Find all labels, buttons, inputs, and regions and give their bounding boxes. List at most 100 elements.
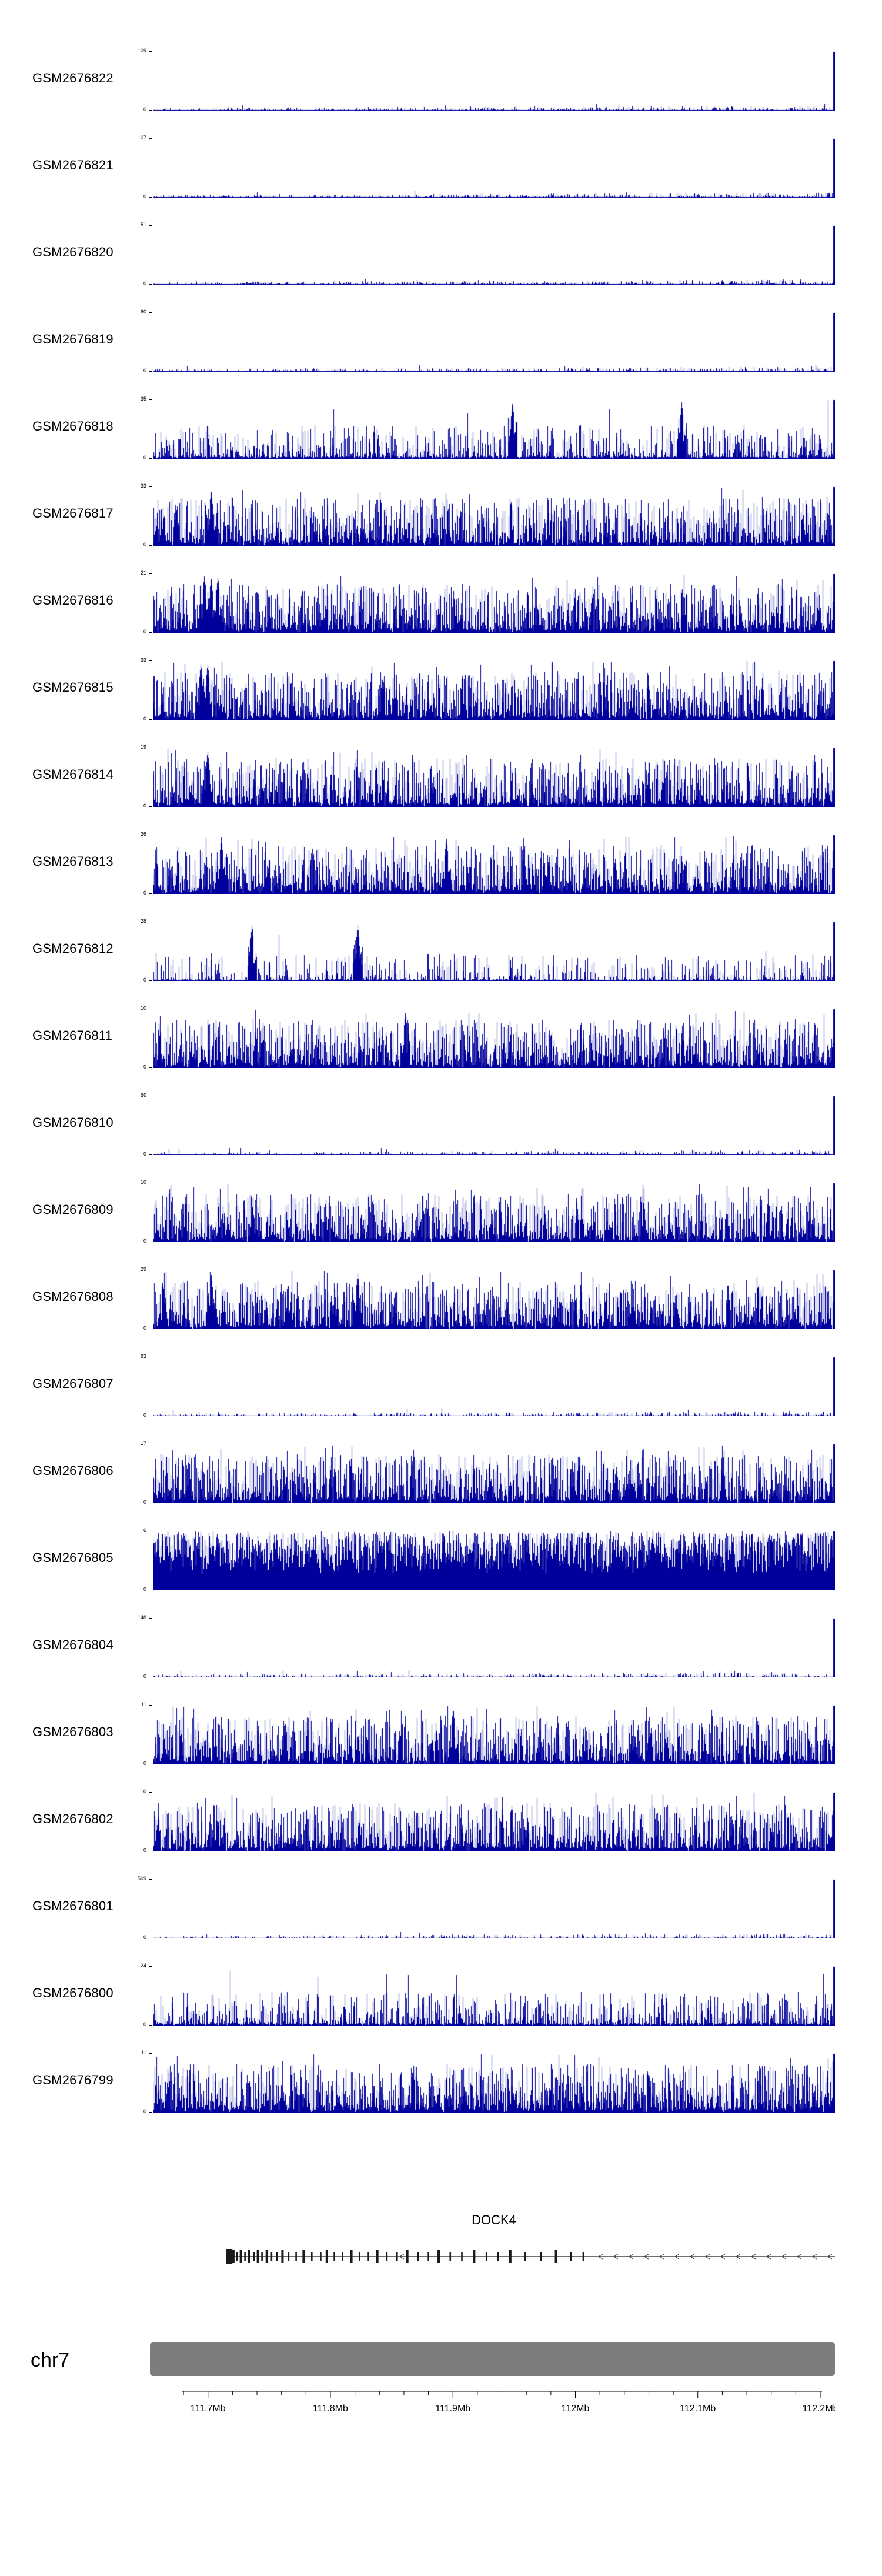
- track-ymax-label: 10: [140, 1005, 146, 1011]
- coverage-signal-canvas: [153, 572, 835, 633]
- track-ymax-label: 33: [140, 483, 146, 489]
- coverage-signal-canvas: [153, 1355, 835, 1416]
- y-axis-top-tick: [149, 486, 152, 487]
- track-ymax-label: 11: [141, 2050, 146, 2056]
- track-ymax-label: 10: [140, 1179, 146, 1185]
- coverage-signal-canvas: [153, 1790, 835, 1851]
- axis-tick-label: 111.7Mb: [191, 2404, 226, 2414]
- y-axis-top-tick: [149, 573, 152, 574]
- track-ymax-label: 28: [140, 918, 146, 924]
- coverage-track-row: GSM2676821 107 0: [0, 114, 882, 201]
- y-axis-zero-tick: [149, 2112, 152, 2113]
- track-label: GSM2676801: [32, 1898, 113, 1913]
- track-plot: 35 0: [141, 396, 835, 461]
- track-label: GSM2676799: [32, 2073, 113, 2087]
- track-yzero-label: 0: [143, 2108, 146, 2114]
- track-yzero-label: 0: [143, 1064, 146, 1070]
- track-ymax-label: 83: [140, 1353, 146, 1359]
- track-label: GSM2676807: [32, 1376, 113, 1391]
- coverage-signal-canvas: [153, 223, 835, 285]
- track-label: GSM2676811: [32, 1028, 113, 1043]
- coverage-track-row: GSM2676815 33 0: [0, 636, 882, 723]
- track-label: GSM2676813: [32, 854, 113, 869]
- track-plot: 6 0: [143, 1528, 835, 1592]
- y-axis-zero-tick: [149, 371, 152, 372]
- track-yzero-label: 0: [143, 281, 146, 286]
- track-yzero-label: 0: [143, 106, 146, 112]
- track-ymax-label: 60: [140, 309, 146, 315]
- y-axis-top-tick: [149, 660, 152, 661]
- track-plot: 17 0: [141, 1441, 835, 1505]
- track-ymax-label: 24: [140, 1963, 146, 1968]
- track-plot: 33 0: [141, 658, 835, 722]
- gene-name-label: DOCK4: [472, 2213, 516, 2227]
- coverage-track-row: GSM2676804 148 0: [0, 1594, 882, 1681]
- track-plot: 19 0: [141, 745, 835, 809]
- y-axis-zero-tick: [149, 893, 152, 894]
- track-plot: 60 0: [141, 309, 835, 373]
- y-axis-top-tick: [149, 1618, 152, 1619]
- track-yzero-label: 0: [143, 977, 146, 983]
- track-plot: 29 0: [141, 1267, 835, 1331]
- track-yzero-label: 0: [143, 629, 146, 635]
- coverage-track-row: GSM2676813 26 0: [0, 810, 882, 897]
- track-ymax-label: 29: [140, 1266, 146, 1272]
- track-plot: 26 0: [141, 832, 835, 896]
- coverage-track-row: GSM2676822 109 0: [0, 27, 882, 114]
- track-plot: 21 0: [141, 570, 835, 635]
- coverage-track-row: GSM2676816 21 0: [0, 549, 882, 636]
- genome-axis: 111.7Mb 111.8Mb 111.9Mb 112Mb 112.1Mb 112.2Mb: [182, 2391, 835, 2414]
- coverage-track-row: GSM2676802 10 0: [0, 1768, 882, 1855]
- track-plot: 11 0: [141, 1702, 835, 1766]
- coverage-track-row: GSM2676805 6 0: [0, 1507, 882, 1594]
- track-yzero-label: 0: [143, 542, 146, 548]
- track-label: GSM2676803: [32, 1724, 113, 1739]
- coverage-signal-canvas: [153, 1094, 835, 1155]
- coverage-track-row: GSM2676799 11 0: [0, 2029, 882, 2116]
- track-ymax-label: 107: [137, 135, 146, 141]
- coverage-signal-canvas: [153, 1442, 835, 1503]
- coverage-track-row: GSM2676811 10 0: [0, 985, 882, 1072]
- coverage-track-row: GSM2676806 17 0: [0, 1420, 882, 1507]
- y-axis-top-tick: [149, 225, 152, 226]
- track-ymax-label: 109: [137, 48, 146, 54]
- track-yzero-label: 0: [143, 2021, 146, 2027]
- track-yzero-label: 0: [143, 1151, 146, 1157]
- coverage-track-row: GSM2676820 51 0: [0, 201, 882, 288]
- gene-model-track: [226, 2249, 835, 2264]
- track-plot: 10 0: [141, 1180, 835, 1244]
- chromosome-ideogram: [150, 2342, 835, 2376]
- coverage-signal-canvas: [153, 920, 835, 981]
- coverage-track-row: GSM2676801 509 0: [0, 1855, 882, 1942]
- track-ymax-label: 509: [137, 1876, 146, 1881]
- track-yzero-label: 0: [143, 803, 146, 809]
- track-label: GSM2676808: [32, 1289, 113, 1304]
- coverage-signal-canvas: [153, 1268, 835, 1329]
- track-plot: 109 0: [138, 48, 835, 112]
- coverage-signal-canvas: [153, 136, 835, 198]
- track-ymax-label: 86: [140, 1092, 146, 1098]
- axis-tick-label: 112Mb: [562, 2404, 590, 2414]
- coverage-signal-canvas: [153, 1181, 835, 1242]
- track-label: GSM2676800: [32, 1986, 113, 2000]
- track-plot: 33 0: [141, 483, 835, 548]
- y-axis-top-tick: [149, 1879, 152, 1880]
- axis-tick-label: 112.2Mb: [802, 2404, 835, 2414]
- y-axis-top-tick: [149, 2053, 152, 2054]
- track-ymax-label: 17: [140, 1440, 146, 1446]
- y-axis-zero-tick: [149, 197, 152, 198]
- coverage-track-row: GSM2676808 29 0: [0, 1246, 882, 1333]
- track-label: GSM2676819: [32, 332, 113, 346]
- y-axis-top-tick: [149, 138, 152, 139]
- track-plot: 86 0: [141, 1093, 835, 1157]
- y-axis-zero-tick: [149, 806, 152, 807]
- track-label: GSM2676816: [32, 593, 113, 608]
- track-plot: 11 0: [141, 2050, 835, 2114]
- coverage-track-row: GSM2676800 24 0: [0, 1942, 882, 2029]
- coverage-signal-canvas: [153, 485, 835, 546]
- track-label: GSM2676821: [32, 158, 113, 172]
- track-yzero-label: 0: [143, 1325, 146, 1331]
- track-yzero-label: 0: [143, 1238, 146, 1244]
- track-yzero-label: 0: [143, 1760, 146, 1766]
- track-label: GSM2676815: [32, 680, 113, 695]
